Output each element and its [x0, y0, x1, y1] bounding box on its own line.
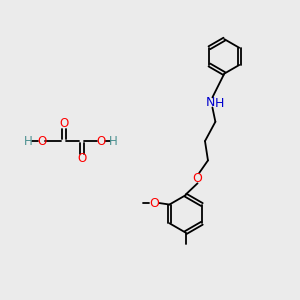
Text: O: O: [59, 117, 68, 130]
Text: H: H: [24, 135, 32, 148]
Text: O: O: [37, 135, 46, 148]
Text: O: O: [77, 152, 86, 165]
Text: O: O: [149, 196, 159, 210]
Text: O: O: [193, 172, 202, 185]
Text: H: H: [214, 98, 224, 110]
Text: N: N: [206, 96, 216, 109]
Text: O: O: [96, 135, 106, 148]
Text: H: H: [110, 135, 118, 148]
